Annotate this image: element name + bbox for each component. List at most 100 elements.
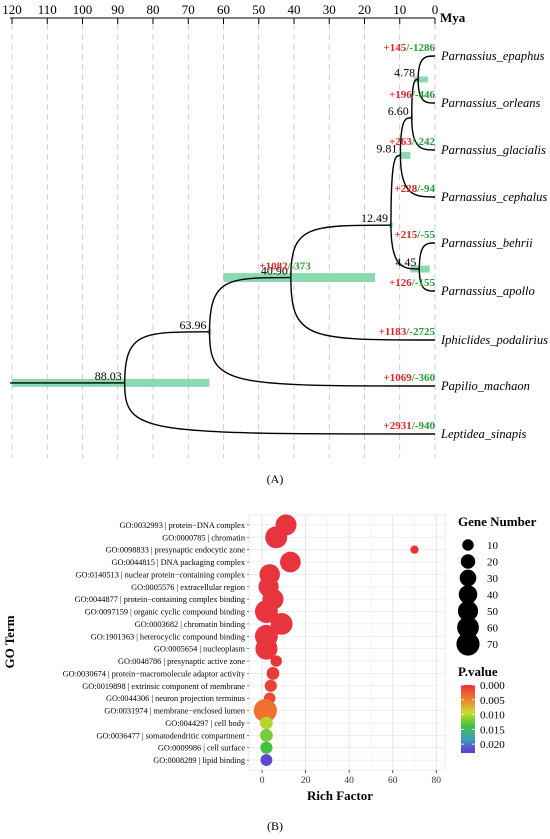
- go-term-label-0: GO:0032993 | protein−DNA complex: [120, 521, 246, 530]
- go-term-label-7: GO:0097159 | organic cyclic compound bin…: [85, 608, 245, 617]
- branch-node-40.90: [208, 276, 291, 332]
- tip-Parnassius_behrii: Parnassius_behrii: [440, 236, 533, 250]
- x-tick-label-20: 20: [301, 776, 311, 786]
- go-term-label-8: GO:0003682 | chromatin binding: [135, 620, 245, 629]
- branch-machaon: [208, 331, 436, 387]
- go-term-label-4: GO:0140513 | nuclear protein−containing …: [76, 570, 246, 579]
- size-legend-dot-30: [459, 569, 477, 587]
- color-legend-label-0.020: 0.020: [480, 739, 505, 751]
- branch-sinapis: [123, 382, 436, 435]
- go-point-15: [253, 699, 277, 723]
- go-term-label-6: GO:0044877 | protein−containing complex …: [75, 595, 245, 604]
- x-tick-label-40: 40: [344, 776, 354, 786]
- branch-behrii: [418, 242, 436, 270]
- x-tick-label-80: 80: [432, 776, 442, 786]
- node-age-4.78: 4.78: [394, 66, 415, 80]
- change-Leptidea_sinapis: +2931/-940: [383, 420, 435, 432]
- node-age-40.90: 40.90: [261, 264, 288, 278]
- go-point-7: [254, 600, 278, 623]
- x-axis-ticks: 0 20 40 60 80: [260, 770, 442, 786]
- branch-apollo: [418, 268, 436, 292]
- tick-label-90: 90: [111, 2, 124, 17]
- size-legend-dot-40: [458, 585, 478, 604]
- go-point-3: [280, 551, 301, 573]
- color-legend-label-0.015: 0.015: [480, 724, 505, 736]
- node-age-labels: 88.03 63.96 40.90 12.49 9.81 6.60 4.78 4.45: [95, 66, 417, 383]
- size-legend-dot-10: [462, 539, 474, 551]
- size-legend-label-70: 70: [487, 639, 499, 651]
- change-Parnassius_epaphus: +145/-1286: [383, 42, 435, 54]
- go-point-10: [255, 637, 278, 660]
- tip-Leptidea_sinapis: Leptidea_sinapis: [440, 427, 527, 441]
- change-Parnassius_glacialis: +263/-242: [389, 136, 436, 148]
- go-term-label-16: GO:0044297 | cell body: [165, 719, 246, 728]
- time-axis-label: Mya: [440, 10, 466, 25]
- node-age-9.81: 9.81: [376, 141, 397, 155]
- color-legend-label-0.000: 0.000: [480, 680, 505, 692]
- node-age-12.49: 12.49: [361, 211, 388, 225]
- go-point-16: [260, 716, 273, 730]
- go-term-labels: GO:0032993 | protein−DNA complex GO:00007…: [63, 521, 249, 765]
- go-term-label-18: GO:0009986 | cell surface: [158, 744, 245, 753]
- go-enrichment-panel: GO:0032993 | protein−DNA complex GO:00007…: [2, 514, 537, 833]
- x-tick-label-0: 0: [260, 776, 265, 786]
- confidence-bars: [12, 76, 430, 387]
- go-term-label-1: GO:0000785 | chromatin: [162, 533, 246, 542]
- go-term-label-2: GO:0098833 | presynaptic endocytic zone: [106, 546, 246, 555]
- panel-b-label: (B): [267, 819, 283, 833]
- tree-branches: [10, 55, 436, 435]
- tick-label-110: 110: [38, 2, 57, 17]
- change-Parnassius_cephalus: +228/-94: [394, 183, 435, 195]
- node-age-88.03: 88.03: [95, 369, 122, 383]
- tip-Parnassius_orleans: Parnassius_orleans: [440, 96, 540, 110]
- ci-bar-4.45: [410, 265, 430, 273]
- size-legend-dot-20: [460, 554, 476, 569]
- go-term-label-9: GO:1901363 | heterocyclic compound bindi…: [91, 632, 245, 641]
- go-term-label-12: GO:0030674 | protein−macromolecule adapt…: [63, 669, 246, 678]
- size-legend-label-50: 50: [487, 606, 499, 618]
- tick-label-70: 70: [182, 2, 195, 17]
- branch-node-6.60: [399, 117, 412, 156]
- go-term-label-15: GO:0031974 | membrane−enclosed lumen: [104, 707, 246, 716]
- go-term-label-19: GO:0008289 | lipid binding: [153, 756, 245, 765]
- tick-label-50: 50: [252, 2, 265, 17]
- branch-glacialis: [411, 117, 436, 151]
- size-legend-dot-70: [456, 632, 480, 656]
- tick-label-60: 60: [217, 2, 230, 17]
- go-point-19: [260, 754, 273, 767]
- go-term-label-13: GO:0019898 | extrinsic component of memb…: [82, 682, 245, 691]
- tip-labels: Parnassius_epaphus Parnassius_orleans Parn…: [440, 49, 548, 441]
- size-legend-dot-60: [457, 616, 479, 639]
- branch-node-9.81: [390, 154, 401, 226]
- color-legend: P.value 0.000 0.005 0.010 0.015 0.020: [458, 664, 505, 753]
- node-age-63.96: 63.96: [180, 318, 207, 332]
- tick-label-0: 0: [432, 2, 439, 17]
- go-term-label-14: GO:0044306 | neuron projection terminus: [106, 694, 245, 703]
- tip-Parnassius_epaphus: Parnassius_epaphus: [440, 49, 545, 63]
- color-legend-bar: [461, 685, 475, 753]
- ci-bar-4.78: [413, 76, 428, 83]
- change-Iphiclides_podalirius: +1183/-2725: [379, 326, 436, 338]
- branch-cephalus: [399, 155, 436, 198]
- branch-node-4.78: [411, 78, 419, 118]
- x-tick-label-60: 60: [388, 776, 398, 786]
- panel-a-label: (A): [267, 472, 284, 486]
- tick-label-80: 80: [147, 2, 160, 17]
- branch-node-4.45: [390, 225, 420, 270]
- change-Papilio_machaon: +1069/-360: [383, 372, 435, 384]
- size-legend-label-40: 40: [487, 590, 499, 602]
- color-legend-label-0.010: 0.010: [480, 710, 505, 722]
- node-age-4.45: 4.45: [395, 255, 416, 269]
- go-point-8: [270, 613, 293, 635]
- tick-label-30: 30: [323, 2, 336, 17]
- change-Parnassius_behrii: +215/-55: [394, 229, 435, 241]
- change-Parnassius_apollo: +126/-155: [389, 277, 436, 289]
- go-point-2: [410, 545, 419, 554]
- go-term-label-11: GO:0048786 | presynaptic active zone: [118, 657, 245, 666]
- y-axis-title: GO Term: [2, 615, 17, 668]
- tip-Papilio_machaon: Papilio_machaon: [440, 379, 530, 393]
- branch-orleans: [417, 79, 436, 104]
- go-point-12: [266, 667, 280, 680]
- time-grid: [11, 24, 436, 458]
